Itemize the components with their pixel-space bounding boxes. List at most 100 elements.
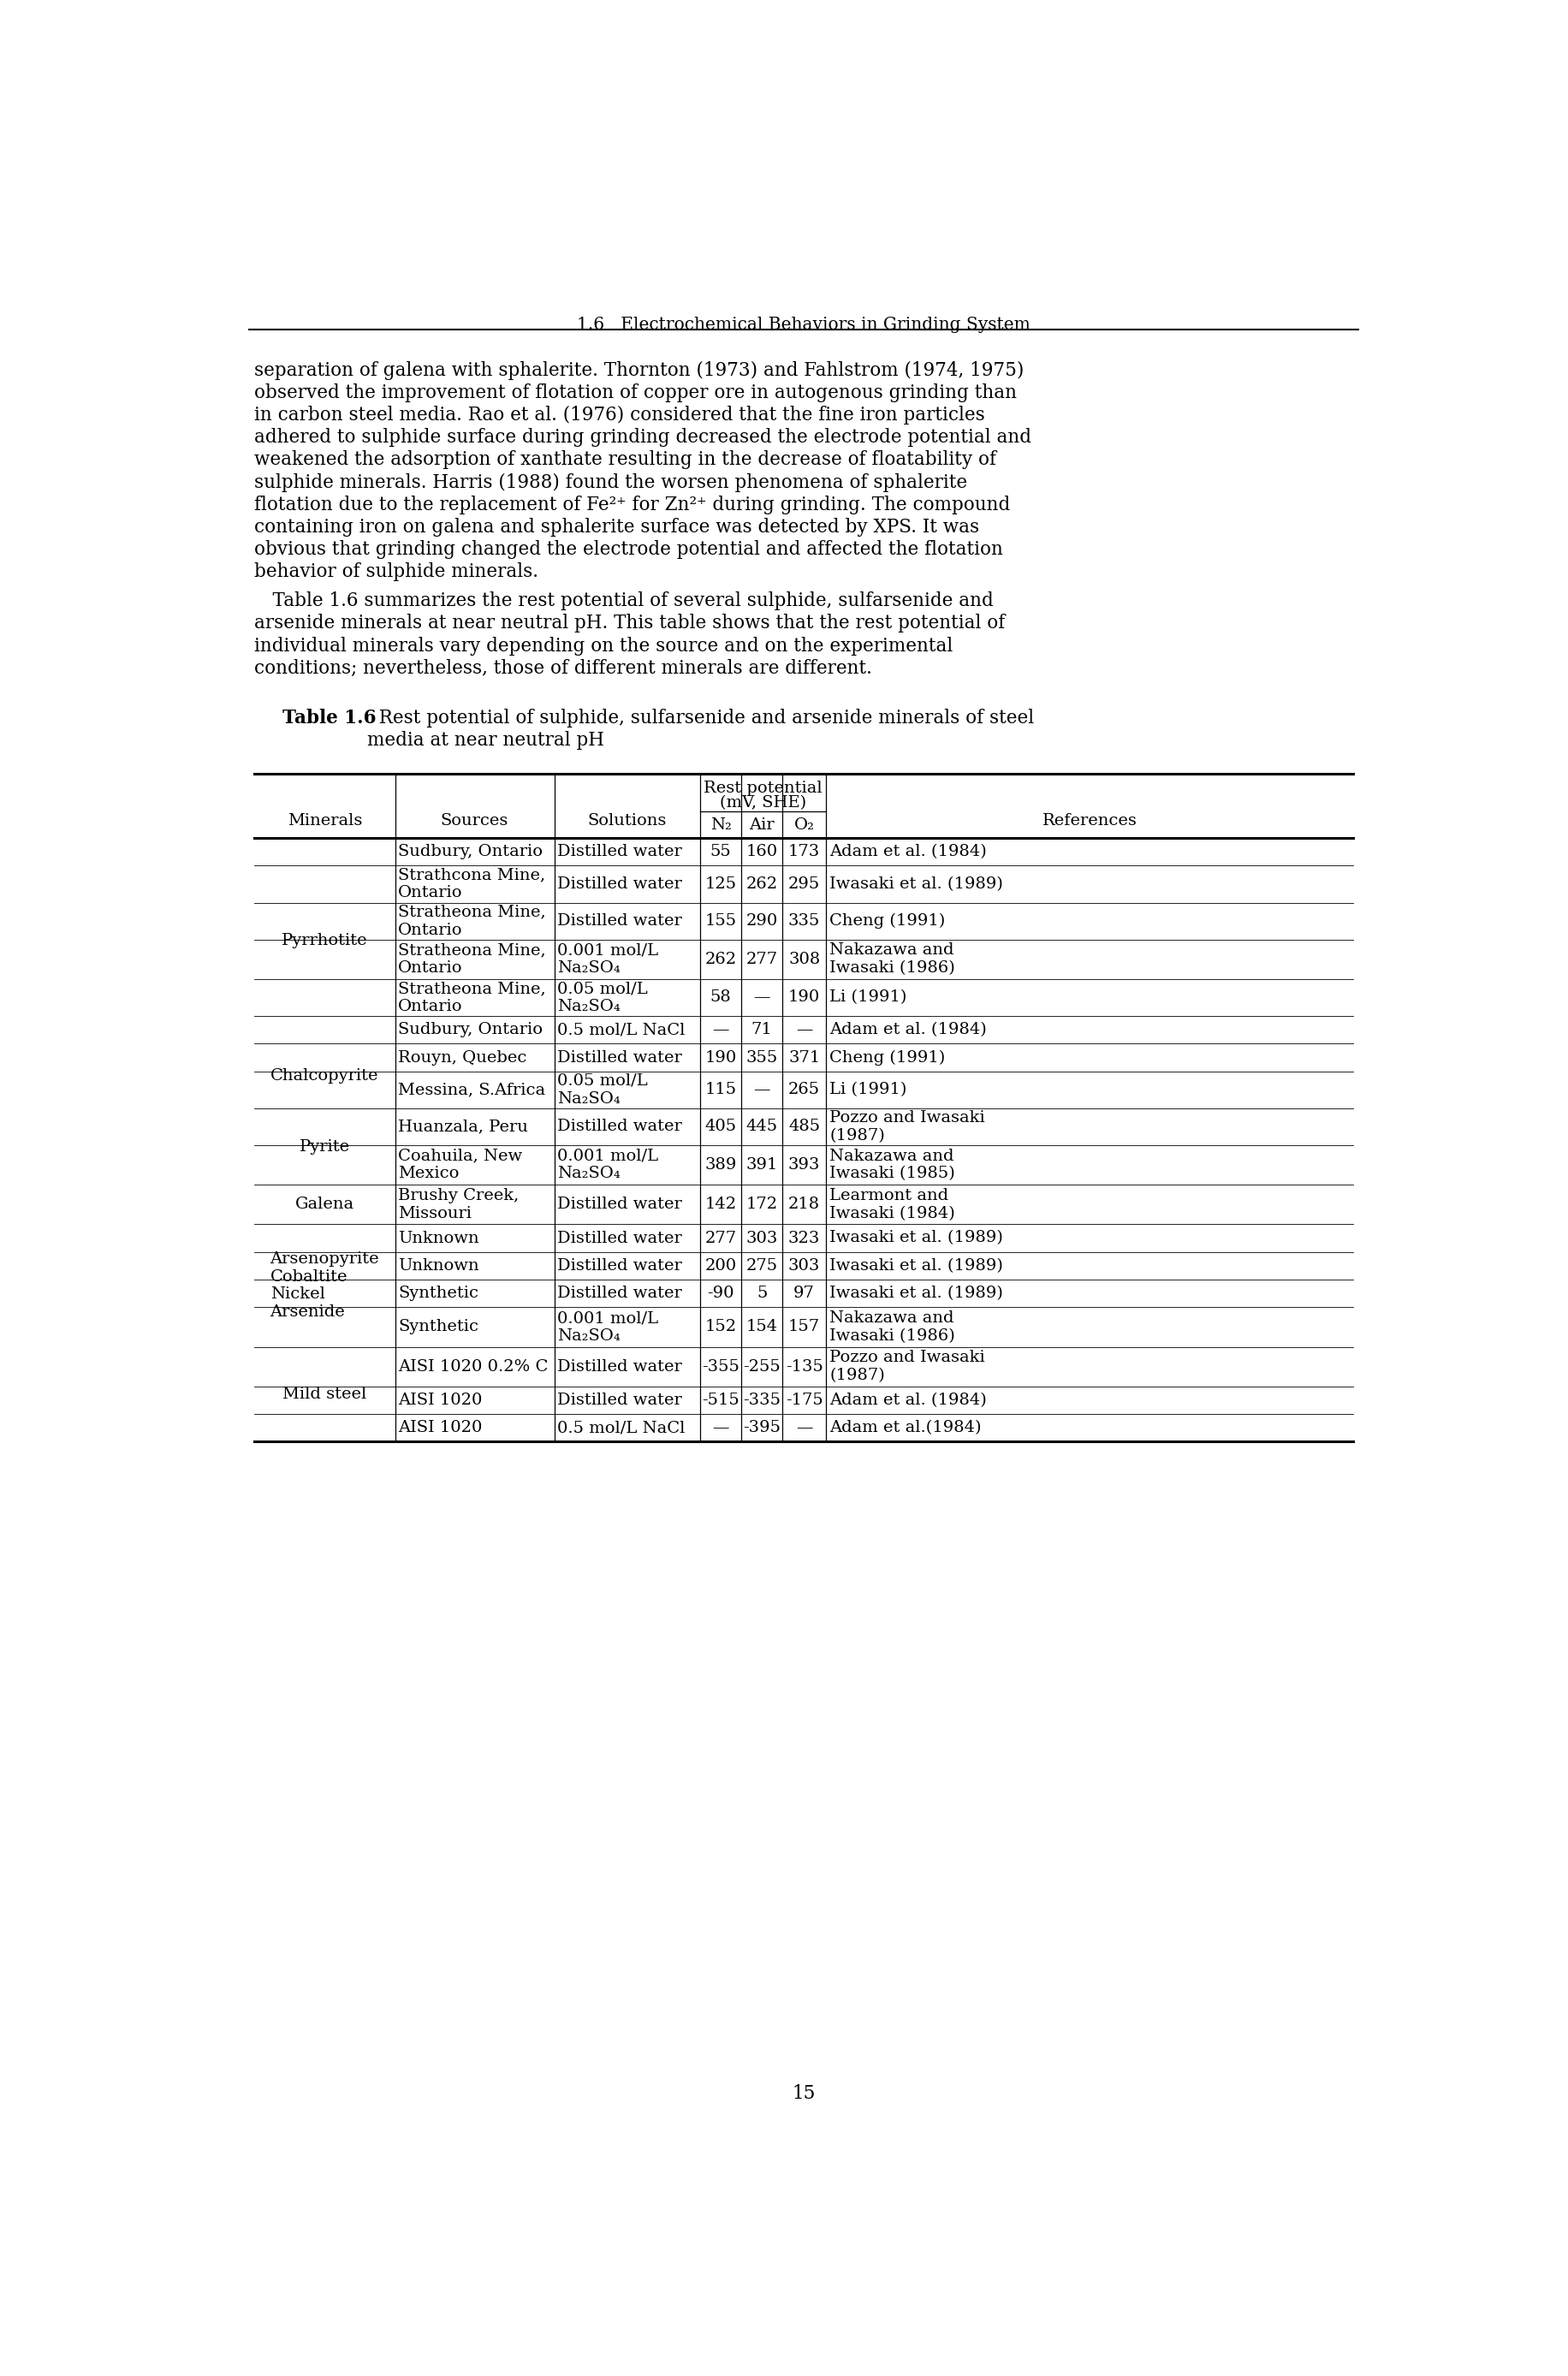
Text: -335: -335 [743,1392,781,1409]
Text: Brushy Creek,
Missouri: Brushy Creek, Missouri [398,1188,519,1221]
Text: 303: 303 [789,1257,820,1274]
Text: 172: 172 [746,1198,778,1212]
Text: Distilled water: Distilled water [558,843,682,860]
Text: 323: 323 [789,1231,820,1245]
Text: -90: -90 [707,1285,734,1302]
Text: Pyrrhotite: Pyrrhotite [282,934,368,948]
Text: 277: 277 [704,1231,737,1245]
Text: (mV, SHE): (mV, SHE) [720,796,806,810]
Text: 0.05 mol/L
Na₂SO₄: 0.05 mol/L Na₂SO₄ [558,1074,648,1107]
Text: sulphide minerals. Harris (1988) found the worsen phenomena of sphalerite: sulphide minerals. Harris (1988) found t… [254,473,967,492]
Text: 290: 290 [746,912,778,929]
Text: adhered to sulphide surface during grinding decreased the electrode potential an: adhered to sulphide surface during grind… [254,428,1032,447]
Text: 0.001 mol/L
Na₂SO₄: 0.001 mol/L Na₂SO₄ [558,1312,659,1345]
Text: 157: 157 [789,1319,820,1335]
Text: Distilled water: Distilled water [558,1119,682,1133]
Text: 15: 15 [792,2084,815,2103]
Text: References: References [1043,813,1137,829]
Text: Iwasaki et al. (1989): Iwasaki et al. (1989) [829,1285,1004,1302]
Text: -255: -255 [743,1359,781,1373]
Text: Minerals: Minerals [287,813,362,829]
Text: 125: 125 [704,877,737,891]
Text: behavior of sulphide minerals.: behavior of sulphide minerals. [254,563,538,582]
Text: 262: 262 [746,877,778,891]
Text: 200: 200 [704,1257,737,1274]
Text: 275: 275 [746,1257,778,1274]
Text: Stratheona Mine,
Ontario: Stratheona Mine, Ontario [398,943,546,977]
Text: Strathcona Mine,
Ontario: Strathcona Mine, Ontario [398,867,546,901]
Text: 5: 5 [756,1285,767,1302]
Text: 160: 160 [746,843,778,860]
Text: 152: 152 [704,1319,737,1335]
Text: Adam et al. (1984): Adam et al. (1984) [829,1022,986,1038]
Text: 303: 303 [746,1231,778,1245]
Text: 485: 485 [789,1119,820,1133]
Text: Messina, S.Africa: Messina, S.Africa [398,1081,546,1098]
Text: 371: 371 [789,1050,820,1064]
Text: 0.5 mol/L NaCl: 0.5 mol/L NaCl [558,1022,685,1038]
Text: 190: 190 [789,991,820,1005]
Text: Nakazawa and
Iwasaki (1985): Nakazawa and Iwasaki (1985) [829,1148,955,1181]
Text: O₂: O₂ [793,817,814,832]
Text: 155: 155 [704,912,737,929]
Text: Nakazawa and
Iwasaki (1986): Nakazawa and Iwasaki (1986) [829,1312,955,1345]
Text: Stratheona Mine,
Ontario: Stratheona Mine, Ontario [398,981,546,1015]
Text: 1.6   Electrochemical Behaviors in Grinding System: 1.6 Electrochemical Behaviors in Grindin… [577,316,1030,333]
Text: in carbon steel media. Rao et al. (1976) considered that the fine iron particles: in carbon steel media. Rao et al. (1976)… [254,406,985,425]
Text: Distilled water: Distilled water [558,1257,682,1274]
Text: AISI 1020: AISI 1020 [398,1421,483,1435]
Text: Coahuila, New
Mexico: Coahuila, New Mexico [398,1148,522,1181]
Text: 445: 445 [746,1119,778,1133]
Text: -515: -515 [702,1392,740,1409]
Text: Arsenopyrite
Cobaltite
Nickel
Arsenide: Arsenopyrite Cobaltite Nickel Arsenide [270,1252,379,1321]
Text: obvious that grinding changed the electrode potential and affected the flotation: obvious that grinding changed the electr… [254,539,1004,558]
Text: Distilled water: Distilled water [558,1359,682,1373]
Text: arsenide minerals at near neutral pH. This table shows that the rest potential o: arsenide minerals at near neutral pH. Th… [254,613,1005,632]
Text: —: — [754,991,770,1005]
Text: 0.5 mol/L NaCl: 0.5 mol/L NaCl [558,1421,685,1435]
Text: 218: 218 [789,1198,820,1212]
Text: AISI 1020 0.2% C: AISI 1020 0.2% C [398,1359,549,1373]
Text: Li (1991): Li (1991) [829,1081,906,1098]
Text: 190: 190 [704,1050,737,1064]
Text: Solutions: Solutions [588,813,666,829]
Text: Chalcopyrite: Chalcopyrite [271,1069,379,1083]
Text: —: — [797,1022,812,1038]
Text: Stratheona Mine,
Ontario: Stratheona Mine, Ontario [398,905,546,939]
Text: Rest potential: Rest potential [704,779,823,796]
Text: Pozzo and Iwasaki
(1987): Pozzo and Iwasaki (1987) [829,1350,985,1383]
Text: Synthetic: Synthetic [398,1285,478,1302]
Text: Mild steel: Mild steel [282,1388,367,1402]
Text: Sudbury, Ontario: Sudbury, Ontario [398,1022,543,1038]
Text: 0.001 mol/L
Na₂SO₄: 0.001 mol/L Na₂SO₄ [558,943,659,977]
Text: Nakazawa and
Iwasaki (1986): Nakazawa and Iwasaki (1986) [829,943,955,977]
Text: —: — [754,1081,770,1098]
Text: Huanzala, Peru: Huanzala, Peru [398,1119,528,1133]
Text: 277: 277 [746,953,778,967]
Text: separation of galena with sphalerite. Thornton (1973) and Fahlstrom (1974, 1975): separation of galena with sphalerite. Th… [254,361,1024,380]
Text: Sources: Sources [441,813,508,829]
Text: observed the improvement of flotation of copper ore in autogenous grinding than: observed the improvement of flotation of… [254,383,1018,402]
Text: 71: 71 [751,1022,773,1038]
Text: Rouyn, Quebec: Rouyn, Quebec [398,1050,527,1064]
Text: 335: 335 [789,912,820,929]
Text: 393: 393 [789,1157,820,1174]
Text: Unknown: Unknown [398,1231,480,1245]
Text: Iwasaki et al. (1989): Iwasaki et al. (1989) [829,877,1004,891]
Text: conditions; nevertheless, those of different minerals are different.: conditions; nevertheless, those of diffe… [254,658,872,677]
Text: Li (1991): Li (1991) [829,991,906,1005]
Text: Distilled water: Distilled water [558,912,682,929]
Text: 389: 389 [704,1157,737,1174]
Text: Adam et al. (1984): Adam et al. (1984) [829,1392,986,1409]
Text: Distilled water: Distilled water [558,1285,682,1302]
Text: —: — [712,1022,729,1038]
Text: Rest potential of sulphide, sulfarsenide and arsenide minerals of steel: Rest potential of sulphide, sulfarsenide… [367,708,1033,727]
Text: Galena: Galena [295,1198,354,1212]
Text: Distilled water: Distilled water [558,1198,682,1212]
Text: 58: 58 [710,991,731,1005]
Text: Table 1.6: Table 1.6 [282,708,376,727]
Text: -175: -175 [786,1392,823,1409]
Text: Adam et al.(1984): Adam et al.(1984) [829,1421,982,1435]
Text: 115: 115 [704,1081,737,1098]
Text: Air: Air [750,817,775,832]
